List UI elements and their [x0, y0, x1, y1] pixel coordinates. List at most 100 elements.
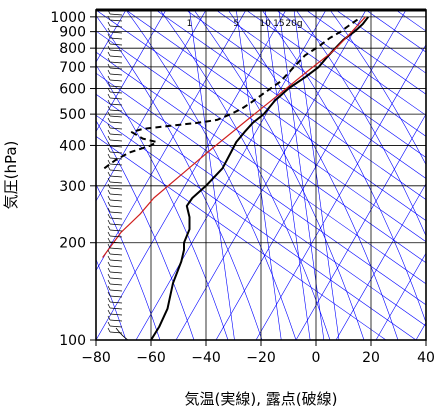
wind-barb: [107, 255, 123, 262]
wind-barb: [107, 285, 123, 292]
mixing-ratio-line: [264, 10, 311, 340]
wind-barb: [107, 21, 123, 28]
wind-barb: [107, 171, 123, 178]
y-tick-label: 900: [59, 25, 86, 41]
x-tick-label: 40: [417, 350, 435, 366]
adiabat-line: [425, 10, 426, 11]
mixing-ratio-label: 20g: [285, 19, 302, 29]
wind-barb: [107, 261, 123, 268]
adiabat-line: [245, 10, 426, 137]
wind-barb: [107, 99, 123, 106]
wind-barb: [107, 201, 123, 208]
wind-barb: [107, 63, 123, 70]
wind-barb: [107, 93, 123, 100]
adiabat-line: [96, 72, 426, 306]
adiabat-line: [215, 10, 426, 158]
moist-adiabat-line: [227, 10, 399, 340]
y-tick-label: 600: [59, 82, 86, 98]
wind-barb: [107, 129, 123, 136]
mixing-ratio-line: [189, 10, 235, 340]
x-axis-ticks: −80 −60 −40 −20 0 20 40: [81, 340, 435, 366]
x-tick-label: −20: [246, 350, 276, 366]
wind-barb: [107, 237, 123, 244]
adiabat-line: [395, 10, 426, 32]
wind-barb: [107, 303, 123, 310]
y-tick-label: 800: [59, 41, 86, 57]
mixing-ratio-label: 15: [273, 19, 284, 29]
adiabat-line: [96, 10, 426, 243]
adiabat-line: [275, 10, 426, 116]
mixing-ratio-line: [293, 10, 340, 340]
wind-barb: [107, 291, 123, 298]
data-series: [102, 16, 370, 340]
mixing-ratio-labels: 1 5 10 15 20g: [187, 19, 303, 29]
x-tick-label: 0: [312, 350, 321, 366]
wind-barb: [107, 27, 123, 34]
wind-barb: [107, 195, 123, 202]
wind-barb: [107, 297, 123, 304]
wind-barb: [107, 219, 123, 226]
wind-barb: [107, 141, 123, 148]
wind-barb: [107, 105, 123, 112]
wind-barb: [107, 273, 123, 280]
wind-barb: [107, 213, 123, 220]
adiabat-line: [335, 10, 426, 74]
y-tick-label: 500: [59, 107, 86, 123]
x-tick-label: −60: [136, 350, 166, 366]
isotherm-line: [135, 10, 327, 340]
wind-barb: [107, 147, 123, 154]
wind-barb: [107, 177, 123, 184]
wind-barb: [107, 15, 123, 22]
y-tick-label: 700: [59, 60, 86, 76]
isotherm-line: [96, 10, 207, 202]
moist-adiabat-line: [193, 10, 365, 340]
wind-barb: [107, 57, 123, 64]
wind-barb: [107, 81, 123, 88]
x-tick-label: −40: [191, 350, 221, 366]
mixing-ratio-label: 1: [187, 19, 193, 29]
isotherm-line: [215, 10, 407, 340]
wind-barb: [107, 33, 123, 40]
mixing-ratio-label: 5: [233, 19, 239, 29]
wind-barb: [107, 75, 123, 82]
wind-barb: [107, 309, 123, 316]
moist-adiabat-line: [329, 10, 426, 166]
wind-barb: [107, 51, 123, 58]
x-axis-label: 気温(実線), 露点(破線): [185, 390, 338, 408]
moist-adiabat-line: [96, 183, 161, 340]
wind-barbs: [107, 9, 129, 341]
adiabat-line: [96, 30, 426, 264]
wind-barb: [107, 267, 123, 274]
y-tick-label: 100: [59, 333, 86, 349]
x-tick-label: −80: [81, 350, 111, 366]
wind-barb-surface: [115, 327, 129, 341]
moist-adiabat-line: [159, 10, 331, 340]
moist-adiabat-line: [96, 120, 195, 340]
wind-barb: [107, 207, 123, 214]
x-tick-label: 20: [362, 350, 380, 366]
mixing-ratio-line: [235, 10, 282, 340]
wind-barb: [107, 45, 123, 52]
wind-barb: [107, 87, 123, 94]
y-axis-label: 気圧(hPa): [2, 141, 20, 210]
wind-barb: [107, 279, 123, 286]
adiabat-line: [125, 10, 426, 222]
wind-barb: [107, 153, 123, 160]
wind-barb: [107, 39, 123, 46]
y-tick-label: 1000: [50, 10, 86, 26]
isotherm-line: [96, 10, 167, 133]
adiabat-line: [155, 10, 426, 200]
wind-barb: [107, 135, 123, 142]
wind-barb: [107, 249, 123, 256]
wind-barb: [107, 183, 123, 190]
parcel-line: [102, 16, 366, 258]
adiabat-line: [96, 93, 426, 327]
adiabat-line: [96, 51, 426, 285]
adiabat-line: [185, 10, 426, 179]
isotherm-line: [375, 252, 426, 340]
isotherm-line: [96, 10, 287, 340]
mixing-ratio-label: 10: [259, 19, 271, 29]
wind-barb: [107, 243, 123, 250]
